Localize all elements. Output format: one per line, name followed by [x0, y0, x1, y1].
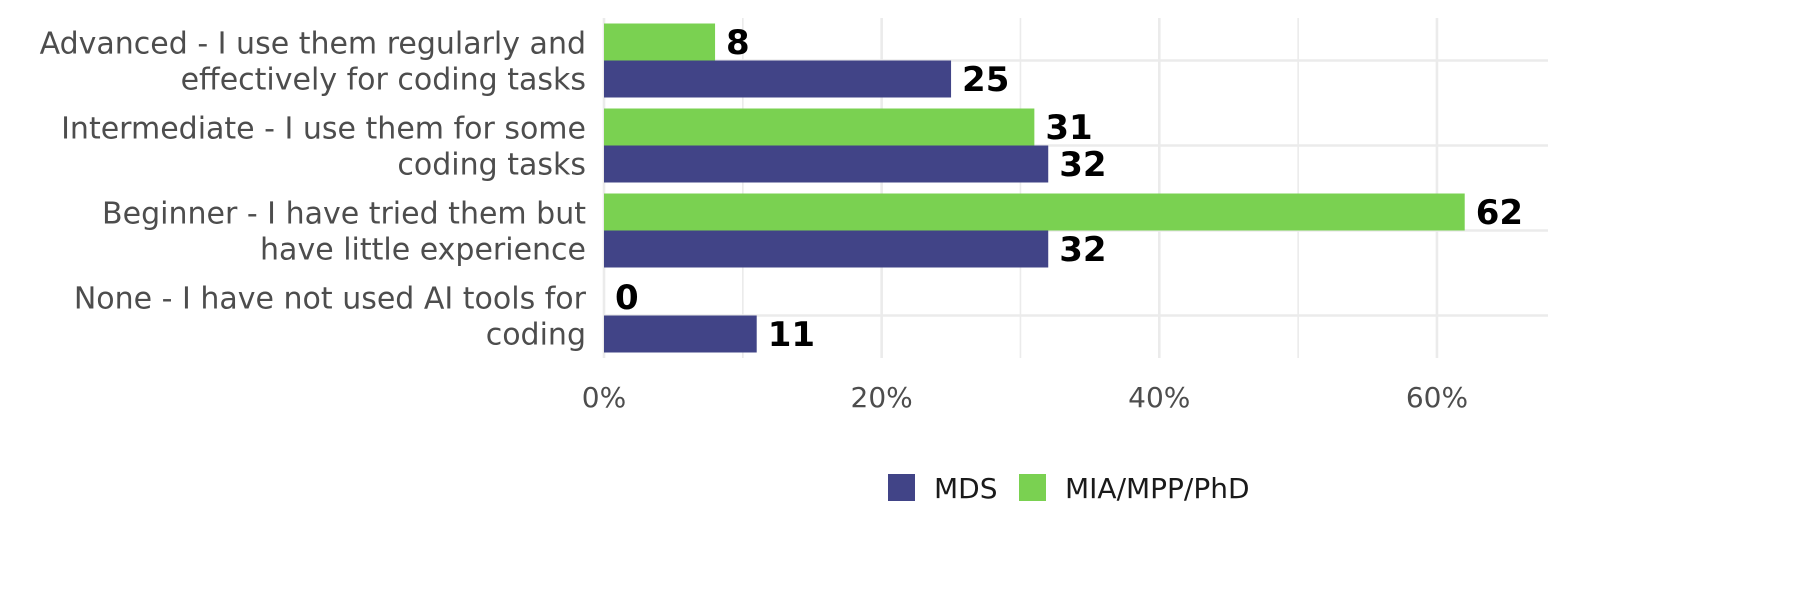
legend-swatch [888, 474, 915, 501]
data-label: 32 [1059, 230, 1106, 270]
category-label: Advanced - I use them regularly and [40, 27, 586, 62]
bar [604, 193, 1465, 231]
category-label: coding tasks [397, 148, 586, 183]
bar [604, 60, 952, 98]
x-tick-label: 0% [582, 381, 626, 414]
bars [604, 23, 1465, 353]
data-label: 25 [962, 60, 1009, 100]
data-label: 31 [1045, 108, 1092, 148]
bar [604, 230, 1049, 268]
legend-label: MIA/MPP/PhD [1065, 472, 1250, 505]
data-label: 8 [726, 23, 750, 63]
category-label: Beginner - I have tried them but [102, 197, 586, 232]
x-axis-ticks: 0% 20% 40% 60% [582, 381, 1468, 414]
data-label: 11 [768, 315, 815, 355]
bar [604, 108, 1035, 146]
data-label: 0 [615, 278, 639, 318]
category-labels: Advanced - I use them regularly andeffec… [40, 27, 587, 353]
x-tick-label: 20% [851, 381, 913, 414]
legend-label: MDS [934, 472, 998, 505]
legend: MDS MIA/MPP/PhD [888, 472, 1250, 505]
category-label: have little experience [260, 233, 586, 268]
bar [604, 315, 757, 353]
data-label: 62 [1476, 193, 1523, 233]
x-tick-label: 60% [1406, 381, 1468, 414]
category-label: None - I have not used AI tools for [74, 282, 587, 317]
category-label: coding [486, 318, 586, 353]
bar [604, 145, 1049, 183]
category-label: Intermediate - I use them for some [61, 112, 586, 147]
data-label: 32 [1059, 145, 1106, 185]
legend-swatch [1019, 474, 1046, 501]
category-label: effectively for coding tasks [181, 63, 586, 98]
x-tick-label: 40% [1128, 381, 1190, 414]
bar [604, 23, 716, 61]
